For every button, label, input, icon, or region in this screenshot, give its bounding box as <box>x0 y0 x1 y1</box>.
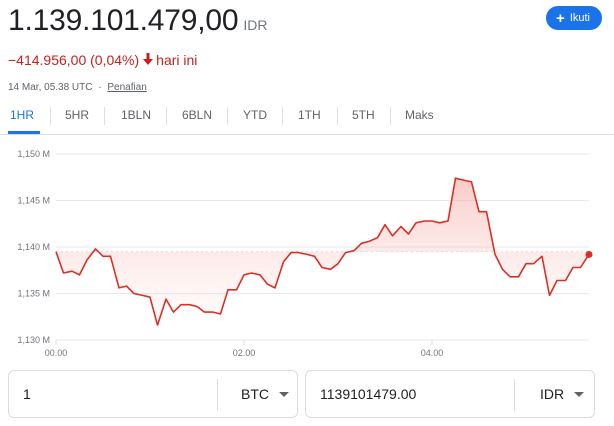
x-tick-label: 04.00 <box>421 348 444 358</box>
tab-separator <box>50 107 51 125</box>
price-row: 1.139.101.479,00 IDR <box>8 4 267 38</box>
change-value: −414.956,00 (0,04%) <box>8 52 140 68</box>
converter-from: 1 BTC <box>8 370 298 418</box>
current-price: 1.139.101.479,00 <box>8 4 239 37</box>
meta-row: 14 Mar, 05.38 UTC · Penafian <box>8 82 147 93</box>
latest-price-dot <box>585 250 593 258</box>
tab-separator <box>390 107 391 125</box>
from-amount-input[interactable]: 1 <box>23 386 31 402</box>
to-amount-input[interactable]: 1139101479.00 <box>320 386 417 402</box>
tab-ytd[interactable]: YTD <box>243 108 267 122</box>
change-period: hari ini <box>156 52 198 68</box>
tab-1bln[interactable]: 1BLN <box>121 108 152 122</box>
y-tick-label: 1,140 M <box>17 242 50 252</box>
y-tick-label: 1,150 M <box>17 149 50 159</box>
y-tick-label: 1,135 M <box>17 289 50 299</box>
tab-separator <box>227 107 228 125</box>
x-tick-label: 00.00 <box>45 348 68 358</box>
active-tab-indicator <box>8 131 40 134</box>
tab-maks[interactable]: Maks <box>405 108 434 122</box>
follow-button[interactable]: + Ikuti <box>546 6 602 30</box>
caret-down-icon[interactable] <box>574 392 584 397</box>
tab-5th[interactable]: 5TH <box>352 108 375 122</box>
range-tabs: 1HR 5HR 1BLN 6BLN YTD 1TH 5TH Maks <box>0 100 614 135</box>
arrow-down-icon <box>143 52 154 68</box>
price-area <box>56 178 589 326</box>
price-currency: IDR <box>243 17 268 33</box>
tab-6bln[interactable]: 6BLN <box>182 108 213 122</box>
timestamp: 14 Mar, 05.38 UTC <box>8 82 93 93</box>
tab-separator <box>337 107 338 125</box>
converter-divider <box>217 379 218 411</box>
plus-icon: + <box>556 9 565 27</box>
to-currency-select[interactable]: IDR <box>540 386 565 402</box>
tab-1th[interactable]: 1TH <box>298 108 321 122</box>
tab-separator <box>166 107 167 125</box>
price-chart[interactable]: 1,130 M 1,135 M 1,140 M 1,145 M 1,150 M 00.00… <box>0 140 614 365</box>
price-line <box>55 177 590 326</box>
disclaimer-link[interactable]: Penafian <box>107 82 147 93</box>
price-change: −414.956,00 (0,04%) hari ini <box>8 52 197 68</box>
converter-to: 1139101479.00 IDR <box>305 370 595 418</box>
tab-1hr[interactable]: 1HR <box>10 108 35 122</box>
from-currency-select[interactable]: BTC <box>241 386 269 402</box>
tab-separator <box>104 107 105 125</box>
tab-5hr[interactable]: 5HR <box>65 108 90 122</box>
y-tick-label: 1,145 M <box>17 196 50 206</box>
x-tick-label: 02.00 <box>233 348 256 358</box>
y-tick-label: 1,130 M <box>17 335 50 345</box>
follow-label: Ikuti <box>569 12 590 24</box>
converter-divider <box>514 379 515 411</box>
tab-separator <box>282 107 283 125</box>
meta-separator: · <box>98 82 102 93</box>
caret-down-icon[interactable] <box>279 392 289 397</box>
